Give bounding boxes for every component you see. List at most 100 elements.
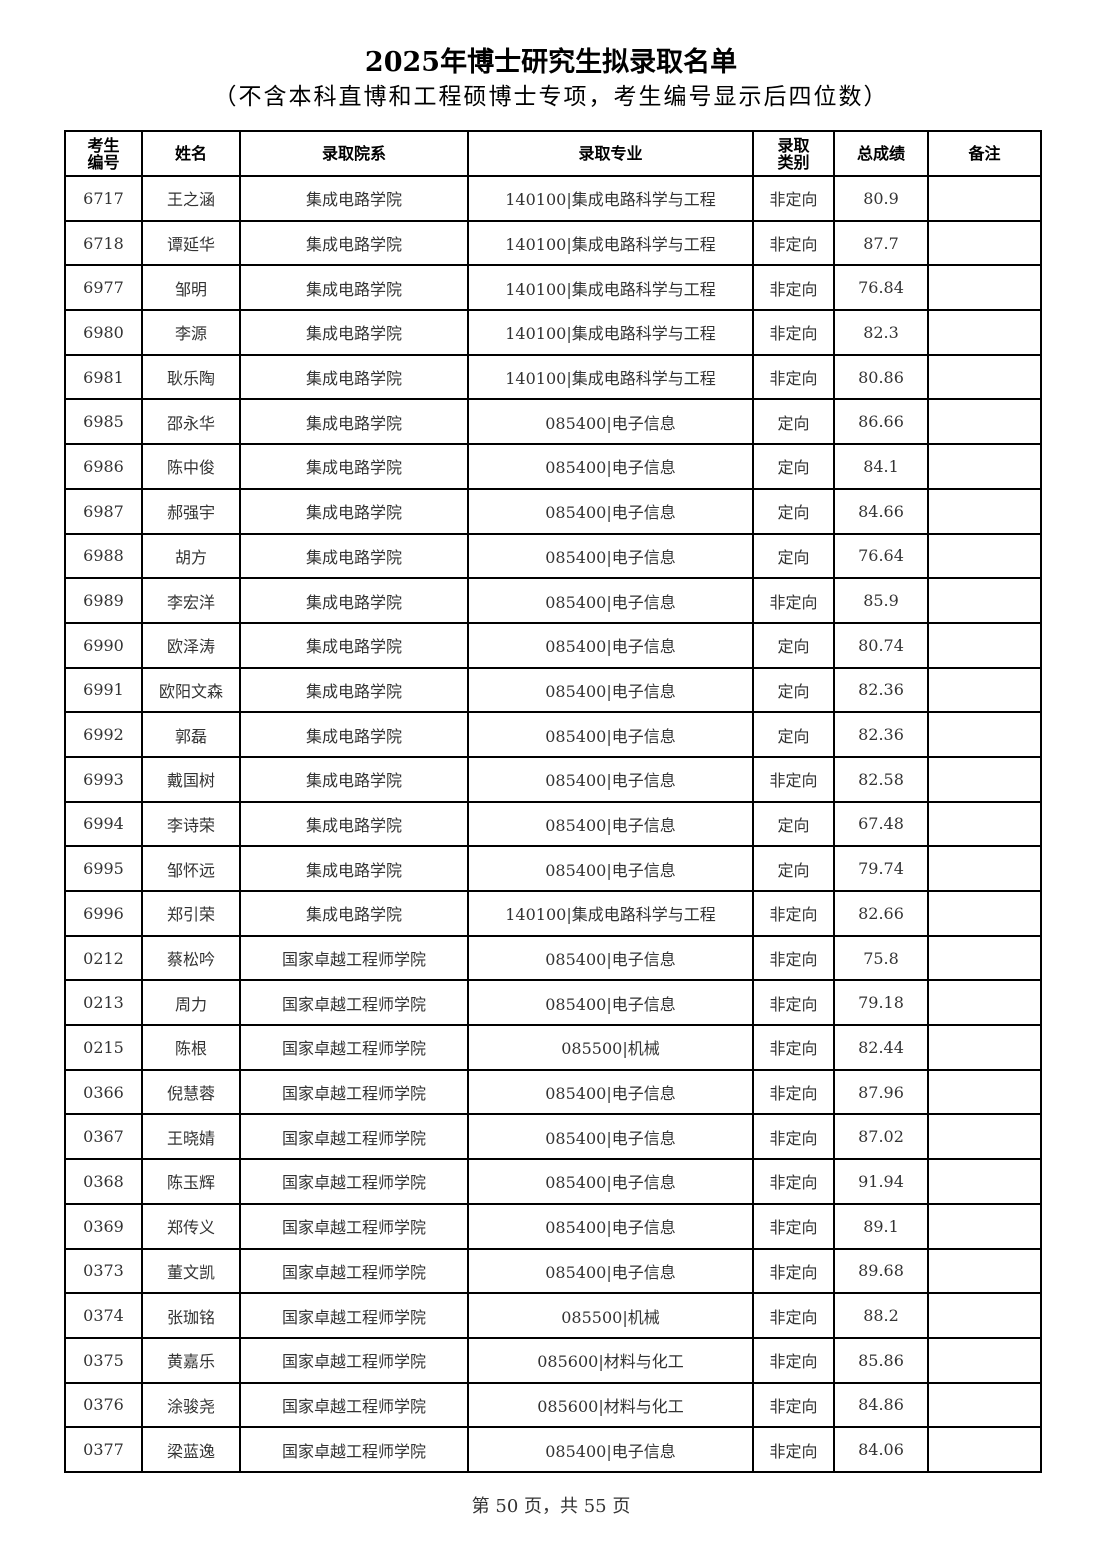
table-row: 6996 郑引荣 集成电路学院 140100|集成电路科学与工程 非定向 82.66 <box>64 890 1042 937</box>
table-row: 6718 谭延华 集成电路学院 140100|集成电路科学与工程 非定向 87.7 <box>64 219 1042 267</box>
major-cell: 085400|电子信息 <box>467 979 754 1027</box>
admission-type-cell: 非定向 <box>752 309 835 356</box>
department-cell: 集成电路学院 <box>239 175 469 222</box>
student-name-cell: 郭磊 <box>141 711 241 758</box>
student-id-cell: 0377 <box>64 1426 143 1473</box>
student-name-cell: 邵永华 <box>141 398 241 446</box>
table-row: 6985 邵永华 集成电路学院 085400|电子信息 定向 86.66 <box>64 398 1042 446</box>
remarks-cell <box>927 711 1042 758</box>
major-cell: 140100|集成电路科学与工程 <box>467 264 754 312</box>
total-score-cell: 82.58 <box>833 755 929 803</box>
student-name-cell: 王晓婧 <box>141 1113 241 1161</box>
remarks-cell <box>927 890 1042 937</box>
department-cell: 集成电路学院 <box>239 800 469 848</box>
student-id-cell: 6992 <box>64 711 143 758</box>
student-name-cell: 邹怀远 <box>141 845 241 892</box>
table-row: 6980 李源 集成电路学院 140100|集成电路科学与工程 非定向 82.3 <box>64 309 1042 356</box>
remarks-cell <box>927 443 1042 490</box>
total-score-cell: 75.8 <box>833 934 929 982</box>
admission-type-cell: 非定向 <box>752 353 835 401</box>
total-score-cell: 84.66 <box>833 487 929 535</box>
student-id-cell: 6995 <box>64 845 143 892</box>
student-id-cell: 6717 <box>64 175 143 222</box>
table-row: 6981 耿乐陶 集成电路学院 140100|集成电路科学与工程 非定向 80.86 <box>64 353 1042 401</box>
major-cell: 085400|电子信息 <box>467 1247 754 1295</box>
department-cell: 国家卓越工程师学院 <box>239 1426 469 1473</box>
table-row: 0367 王晓婧 国家卓越工程师学院 085400|电子信息 非定向 87.02 <box>64 1113 1042 1161</box>
student-name-cell: 黄嘉乐 <box>141 1336 241 1384</box>
major-cell: 085400|电子信息 <box>467 487 754 535</box>
major-cell: 085400|电子信息 <box>467 666 754 714</box>
table-row: 6989 李宏洋 集成电路学院 085400|电子信息 非定向 85.9 <box>64 577 1042 624</box>
remarks-cell <box>927 934 1042 982</box>
student-id-cell: 6991 <box>64 666 143 714</box>
student-id-cell: 6987 <box>64 487 143 535</box>
student-id-cell: 0213 <box>64 979 143 1027</box>
admission-type-cell: 定向 <box>752 800 835 848</box>
table-row: 0369 郑传义 国家卓越工程师学院 085400|电子信息 非定向 89.1 <box>64 1202 1042 1250</box>
table-row: 6994 李诗荣 集成电路学院 085400|电子信息 定向 67.48 <box>64 800 1042 848</box>
admission-type-cell: 非定向 <box>752 1202 835 1250</box>
page-subtitle: （不含本科直博和工程硕博士专项，考生编号显示后四位数） <box>213 84 889 110</box>
remarks-cell <box>927 1158 1042 1205</box>
remarks-cell <box>927 532 1042 580</box>
table-row: 6988 胡方 集成电路学院 085400|电子信息 定向 76.64 <box>64 532 1042 580</box>
total-score-cell: 80.86 <box>833 353 929 401</box>
student-name-cell: 欧阳文森 <box>141 666 241 714</box>
admission-type-cell: 定向 <box>752 621 835 669</box>
remarks-cell <box>927 845 1042 892</box>
col-header-department: 录取院系 <box>239 130 469 177</box>
page-footer: 第 50 页，共 55 页 <box>471 1496 631 1517</box>
total-score-cell: 85.9 <box>833 577 929 624</box>
table-row: 0376 涂骏尧 国家卓越工程师学院 085600|材料与化工 非定向 84.86 <box>64 1381 1042 1429</box>
total-score-cell: 82.44 <box>833 1024 929 1071</box>
major-cell: 085600|材料与化工 <box>467 1336 754 1384</box>
admission-type-cell: 非定向 <box>752 979 835 1027</box>
department-cell: 集成电路学院 <box>239 353 469 401</box>
student-name-cell: 涂骏尧 <box>141 1381 241 1429</box>
major-cell: 085400|电子信息 <box>467 755 754 803</box>
department-cell: 国家卓越工程师学院 <box>239 1068 469 1116</box>
student-id-cell: 6996 <box>64 890 143 937</box>
department-cell: 集成电路学院 <box>239 398 469 446</box>
department-cell: 国家卓越工程师学院 <box>239 1381 469 1429</box>
remarks-cell <box>927 979 1042 1027</box>
student-name-cell: 陈玉辉 <box>141 1158 241 1205</box>
major-cell: 085400|电子信息 <box>467 398 754 446</box>
admission-type-cell: 非定向 <box>752 1068 835 1116</box>
major-cell: 085400|电子信息 <box>467 1068 754 1116</box>
student-id-cell: 0376 <box>64 1381 143 1429</box>
admission-type-cell: 非定向 <box>752 1292 835 1339</box>
table-row: 0374 张珈铭 国家卓越工程师学院 085500|机械 非定向 88.2 <box>64 1292 1042 1339</box>
student-id-cell: 0366 <box>64 1068 143 1116</box>
student-id-cell: 6985 <box>64 398 143 446</box>
department-cell: 集成电路学院 <box>239 487 469 535</box>
student-name-cell: 李诗荣 <box>141 800 241 848</box>
department-cell: 集成电路学院 <box>239 755 469 803</box>
student-name-cell: 王之涵 <box>141 175 241 222</box>
student-name-cell: 郑引荣 <box>141 890 241 937</box>
table-row: 6977 邹明 集成电路学院 140100|集成电路科学与工程 非定向 76.84 <box>64 264 1042 312</box>
col-header-name: 姓名 <box>141 130 241 177</box>
major-cell: 085400|电子信息 <box>467 532 754 580</box>
department-cell: 集成电路学院 <box>239 219 469 267</box>
student-name-cell: 谭延华 <box>141 219 241 267</box>
major-cell: 140100|集成电路科学与工程 <box>467 353 754 401</box>
major-cell: 085400|电子信息 <box>467 621 754 669</box>
student-name-cell: 李源 <box>141 309 241 356</box>
table-row: 0212 蔡松吟 国家卓越工程师学院 085400|电子信息 非定向 75.8 <box>64 934 1042 982</box>
department-cell: 集成电路学院 <box>239 890 469 937</box>
student-id-cell: 0368 <box>64 1158 143 1205</box>
col-header-score: 总成绩 <box>833 130 929 177</box>
major-cell: 085400|电子信息 <box>467 845 754 892</box>
department-cell: 国家卓越工程师学院 <box>239 1202 469 1250</box>
major-cell: 085500|机械 <box>467 1292 754 1339</box>
department-cell: 集成电路学院 <box>239 309 469 356</box>
major-cell: 085400|电子信息 <box>467 1202 754 1250</box>
admission-type-cell: 非定向 <box>752 934 835 982</box>
major-cell: 140100|集成电路科学与工程 <box>467 175 754 222</box>
remarks-cell <box>927 1247 1042 1295</box>
department-cell: 集成电路学院 <box>239 845 469 892</box>
table-row: 6991 欧阳文森 集成电路学院 085400|电子信息 定向 82.36 <box>64 666 1042 714</box>
admission-type-cell: 定向 <box>752 532 835 580</box>
